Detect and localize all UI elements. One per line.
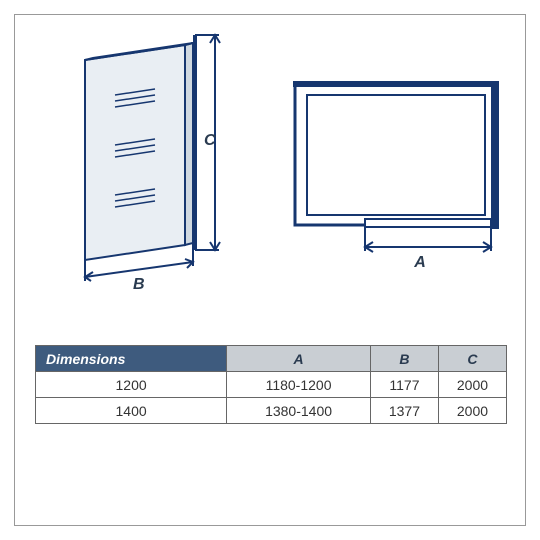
col-dimensions: Dimensions: [36, 346, 227, 372]
col-a: A: [227, 346, 371, 372]
label-b: B: [133, 276, 145, 293]
col-c: C: [438, 346, 506, 372]
label-c: C: [204, 132, 216, 149]
dimensions-table: Dimensions A B C 1200 1180-1200 1177 200…: [35, 345, 507, 424]
label-a: A: [413, 254, 426, 271]
outer-frame: C B A Dimensions: [14, 14, 526, 526]
table-row: 1200 1180-1200 1177 2000: [36, 372, 507, 398]
technical-diagrams: C B A: [15, 15, 527, 325]
table-row: 1400 1380-1400 1377 2000: [36, 398, 507, 424]
col-b: B: [370, 346, 438, 372]
